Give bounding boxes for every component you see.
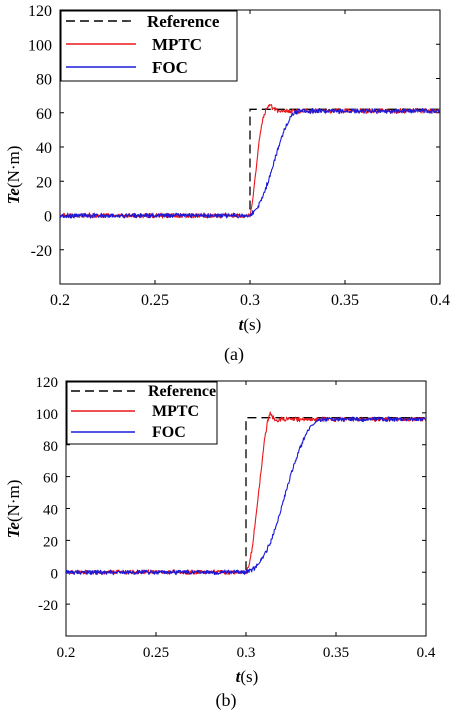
- y-tick-label: 0: [51, 566, 59, 582]
- legend: Reference MPTC FOC: [60, 10, 238, 82]
- y-tick-label: 80: [36, 72, 52, 89]
- series-line-reference: [60, 108, 440, 217]
- y-tick-label: 60: [36, 106, 52, 123]
- series-line-foc: [60, 107, 440, 219]
- x-tick-label: 0.3: [237, 645, 256, 661]
- legend-label-foc: FOC: [152, 58, 188, 77]
- y-tick-label: 20: [43, 534, 58, 550]
- chart-panel-b: -20 0 20 40 60 80 100 120 0.2 0.25 0.3 0.35 0.4 Ref…: [4, 375, 436, 711]
- legend-box: [66, 381, 218, 445]
- y-tick-label: 0: [44, 209, 52, 226]
- series-line-foc: [66, 416, 426, 576]
- x-axis-label: t(s): [236, 667, 259, 686]
- x-tick-label: 0.2: [50, 292, 70, 309]
- y-tick-label: 100: [28, 37, 52, 54]
- x-tick-labels: 0.2 0.25 0.3 0.35 0.4: [50, 292, 450, 309]
- legend-label-reference: Reference: [147, 12, 220, 31]
- x-tick-label: 0.35: [323, 645, 349, 661]
- y-axis-label: Te(N·m): [4, 146, 23, 205]
- x-tick-labels: 0.2 0.25 0.3 0.35 0.4: [57, 645, 436, 661]
- y-tick-label: 120: [28, 3, 52, 20]
- y-tick-label: 60: [43, 471, 58, 487]
- legend-box: [60, 10, 238, 82]
- panel-label-b: (b): [216, 690, 237, 711]
- legend-label-foc: FOC: [152, 424, 186, 441]
- legend-label-mptc: MPTC: [152, 35, 202, 54]
- x-tick-label: 0.25: [143, 645, 169, 661]
- y-tick-label: 20: [36, 174, 52, 191]
- legend-label-reference: Reference: [148, 383, 216, 400]
- legend-label-mptc: MPTC: [152, 403, 199, 420]
- series-group: [66, 411, 426, 576]
- y-tick-label: -20: [31, 243, 52, 260]
- y-axis-label: Te(N·m): [4, 480, 23, 539]
- legend: Reference MPTC FOC: [66, 381, 218, 445]
- y-tick-label: 40: [43, 503, 58, 519]
- y-tick-label: -20: [38, 598, 58, 614]
- series-group: [60, 103, 440, 219]
- x-tick-label: 0.4: [430, 292, 450, 309]
- y-tick-label: 80: [43, 439, 58, 455]
- y-tick-label: 100: [36, 407, 59, 423]
- panel-label-a: (a): [224, 344, 244, 365]
- chart-panel-a: -20 0 20 40 60 80 100 120 0.2 0.25 0.3 0.35 0.4 Ref…: [4, 3, 450, 365]
- y-tick-labels: -20 0 20 40 60 80 100 120: [28, 3, 52, 260]
- y-tick-labels: -20 0 20 40 60 80 100 120: [36, 375, 59, 614]
- y-tick-label: 120: [36, 375, 59, 391]
- y-tick-label: 40: [36, 140, 52, 157]
- x-tick-label: 0.3: [240, 292, 260, 309]
- x-axis-label: t(s): [239, 315, 262, 334]
- x-tick-label: 0.25: [141, 292, 169, 309]
- x-tick-label: 0.35: [331, 292, 359, 309]
- x-tick-label: 0.4: [417, 645, 436, 661]
- x-tick-label: 0.2: [57, 645, 76, 661]
